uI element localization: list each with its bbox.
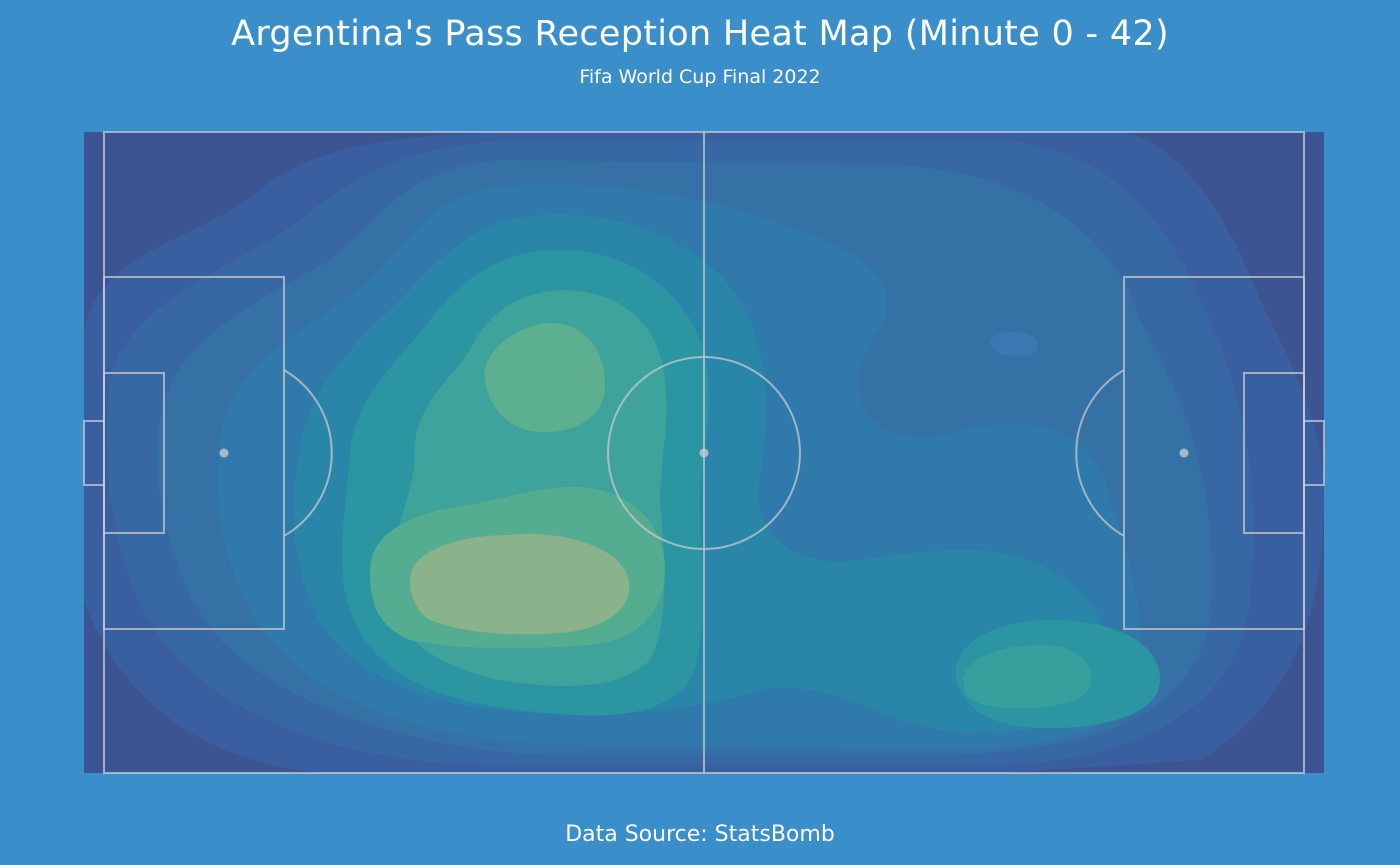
chart-title: Argentina's Pass Reception Heat Map (Min… (231, 14, 1169, 54)
density-level-small-right (990, 331, 1039, 357)
right-penalty-spot (1179, 448, 1189, 458)
density-contours (84, 132, 1324, 773)
center-spot (699, 448, 709, 458)
left-penalty-spot (219, 448, 229, 458)
left-penalty-arc (283, 369, 333, 537)
density-level-9-peak (410, 534, 630, 635)
density-level-7-right (963, 645, 1091, 709)
right-goal (1303, 420, 1325, 486)
data-source-credit: Data Source: StatsBomb (565, 822, 835, 847)
center-circle (607, 356, 801, 550)
density-level-8-top (484, 322, 605, 433)
right-penalty-arc (1075, 369, 1125, 537)
pitch-spots (219, 448, 1189, 458)
left-goal (83, 420, 105, 486)
chart-subtitle: Fifa World Cup Final 2022 (579, 66, 821, 88)
